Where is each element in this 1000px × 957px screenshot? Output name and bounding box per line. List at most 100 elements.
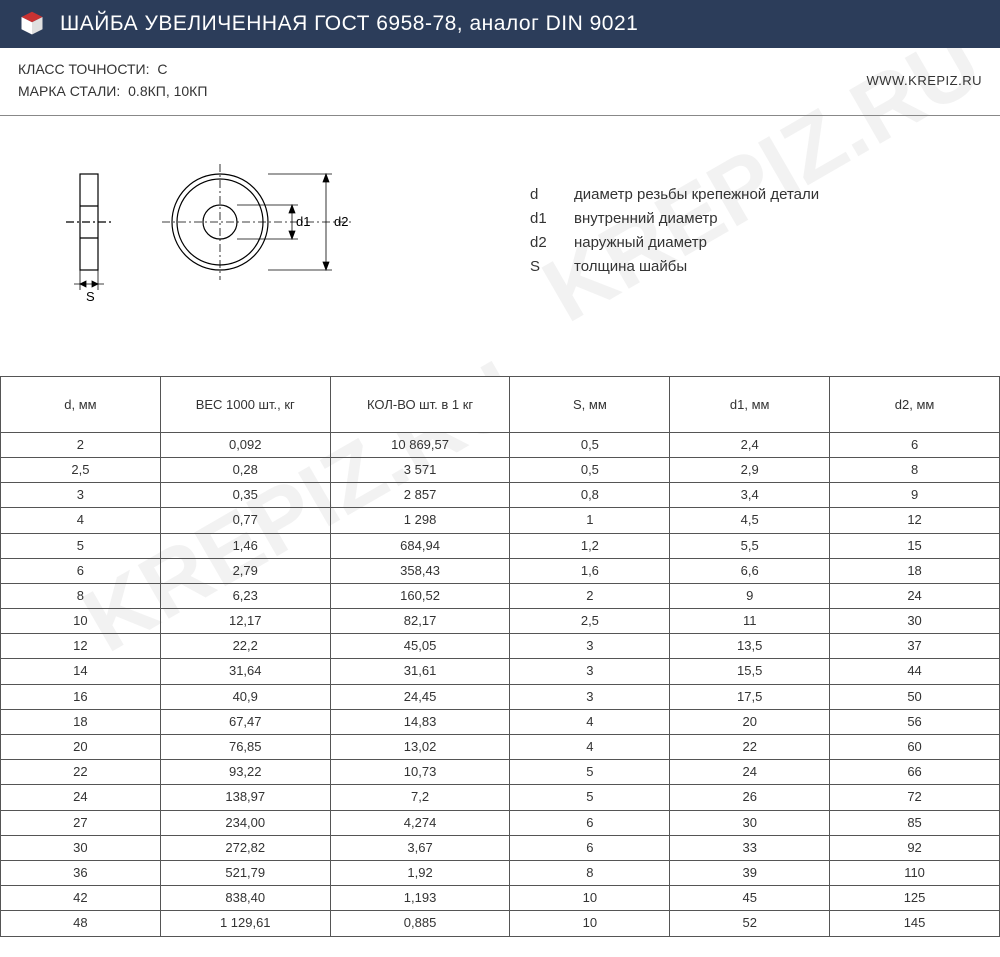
table-cell: 10 <box>510 911 670 936</box>
table-cell: 67,47 <box>160 709 330 734</box>
table-cell: 14,83 <box>330 709 510 734</box>
table-cell: 1,6 <box>510 558 670 583</box>
table-row: 1012,1782,172,51130 <box>1 609 1000 634</box>
table-cell: 22 <box>670 735 830 760</box>
table-cell: 145 <box>830 911 1000 936</box>
website-link[interactable]: WWW.KREPIZ.RU <box>866 73 982 88</box>
table-cell: 40,9 <box>160 684 330 709</box>
legend-symbol: d1 <box>530 207 558 231</box>
table-cell: 93,22 <box>160 760 330 785</box>
spec-table: d, ммВЕС 1000 шт., кгКОЛ-ВО шт. в 1 кгS,… <box>0 376 1000 937</box>
table-col-header: d1, мм <box>670 376 830 432</box>
legend-row: Sтолщина шайбы <box>530 255 819 279</box>
table-cell: 15,5 <box>670 659 830 684</box>
table-cell: 684,94 <box>330 533 510 558</box>
table-cell: 5 <box>510 760 670 785</box>
table-cell: 30 <box>670 810 830 835</box>
table-cell: 33 <box>670 835 830 860</box>
table-cell: 5 <box>510 785 670 810</box>
table-row: 1222,245,05313,537 <box>1 634 1000 659</box>
table-cell: 15 <box>830 533 1000 558</box>
table-cell: 24 <box>830 583 1000 608</box>
table-cell: 1,193 <box>330 886 510 911</box>
table-cell: 838,40 <box>160 886 330 911</box>
table-cell: 37 <box>830 634 1000 659</box>
table-cell: 6 <box>510 835 670 860</box>
table-cell: 358,43 <box>330 558 510 583</box>
table-cell: 42 <box>1 886 161 911</box>
table-cell: 125 <box>830 886 1000 911</box>
table-cell: 0,5 <box>510 432 670 457</box>
table-row: 42838,401,1931045125 <box>1 886 1000 911</box>
legend-row: d2наружный диаметр <box>530 231 819 255</box>
table-col-header: S, мм <box>510 376 670 432</box>
table-cell: 160,52 <box>330 583 510 608</box>
table-col-header: КОЛ-ВО шт. в 1 кг <box>330 376 510 432</box>
table-cell: 22,2 <box>160 634 330 659</box>
dim-d1-label: d1 <box>296 214 310 229</box>
table-cell: 1 298 <box>330 508 510 533</box>
legend-symbol: S <box>530 255 558 279</box>
table-cell: 10 <box>1 609 161 634</box>
table-cell: 13,5 <box>670 634 830 659</box>
table-cell: 1 <box>510 508 670 533</box>
info-left: КЛАСС ТОЧНОСТИ: C МАРКА СТАЛИ: 0.8КП, 10… <box>18 58 207 103</box>
table-cell: 82,17 <box>330 609 510 634</box>
page-title: ШАЙБА УВЕЛИЧЕННАЯ ГОСТ 6958-78, аналог D… <box>60 12 638 36</box>
table-row: 30,352 8570,83,49 <box>1 483 1000 508</box>
table-cell: 1,92 <box>330 860 510 885</box>
legend-row: d1внутренний диаметр <box>530 207 819 231</box>
info-row: КЛАСС ТОЧНОСТИ: C МАРКА СТАЛИ: 0.8КП, 10… <box>0 48 1000 116</box>
table-cell: 56 <box>830 709 1000 734</box>
legend-text: толщина шайбы <box>574 255 687 279</box>
steel-label: МАРКА СТАЛИ: <box>18 80 120 102</box>
table-cell: 2,4 <box>670 432 830 457</box>
table-row: 2,50,283 5710,52,98 <box>1 457 1000 482</box>
table-cell: 1,2 <box>510 533 670 558</box>
table-cell: 36 <box>1 860 161 885</box>
table-cell: 8 <box>1 583 161 608</box>
accuracy-value: C <box>157 58 167 80</box>
table-cell: 10,73 <box>330 760 510 785</box>
table-cell: 31,61 <box>330 659 510 684</box>
table-cell: 30 <box>830 609 1000 634</box>
table-cell: 26 <box>670 785 830 810</box>
table-cell: 3,4 <box>670 483 830 508</box>
steel-value: 0.8КП, 10КП <box>128 80 207 102</box>
table-row: 1640,924,45317,550 <box>1 684 1000 709</box>
table-cell: 2 857 <box>330 483 510 508</box>
table-cell: 52 <box>670 911 830 936</box>
table-cell: 3,67 <box>330 835 510 860</box>
table-cell: 6 <box>830 432 1000 457</box>
legend-symbol: d2 <box>530 231 558 255</box>
table-cell: 0,885 <box>330 911 510 936</box>
table-cell: 12 <box>1 634 161 659</box>
table-cell: 60 <box>830 735 1000 760</box>
table-cell: 72 <box>830 785 1000 810</box>
table-cell: 50 <box>830 684 1000 709</box>
table-cell: 27 <box>1 810 161 835</box>
table-cell: 6 <box>1 558 161 583</box>
table-cell: 14 <box>1 659 161 684</box>
legend-symbol: d <box>530 183 558 207</box>
table-cell: 2,5 <box>1 457 161 482</box>
table-cell: 11 <box>670 609 830 634</box>
table-cell: 92 <box>830 835 1000 860</box>
legend-text: диаметр резьбы крепежной детали <box>574 183 819 207</box>
table-cell: 3 <box>510 659 670 684</box>
table-cell: 48 <box>1 911 161 936</box>
drawing-section: S d1 d2 dдиаметр резьбы крепе <box>0 116 1000 376</box>
table-cell: 0,8 <box>510 483 670 508</box>
table-row: 20,09210 869,570,52,46 <box>1 432 1000 457</box>
table-cell: 85 <box>830 810 1000 835</box>
table-cell: 18 <box>830 558 1000 583</box>
table-cell: 5 <box>1 533 161 558</box>
table-cell: 13,02 <box>330 735 510 760</box>
table-cell: 2,5 <box>510 609 670 634</box>
table-cell: 8 <box>830 457 1000 482</box>
table-cell: 6,23 <box>160 583 330 608</box>
table-header-row: d, ммВЕС 1000 шт., кгКОЛ-ВО шт. в 1 кгS,… <box>1 376 1000 432</box>
table-cell: 4,274 <box>330 810 510 835</box>
table-cell: 4 <box>510 709 670 734</box>
table-cell: 10 <box>510 886 670 911</box>
